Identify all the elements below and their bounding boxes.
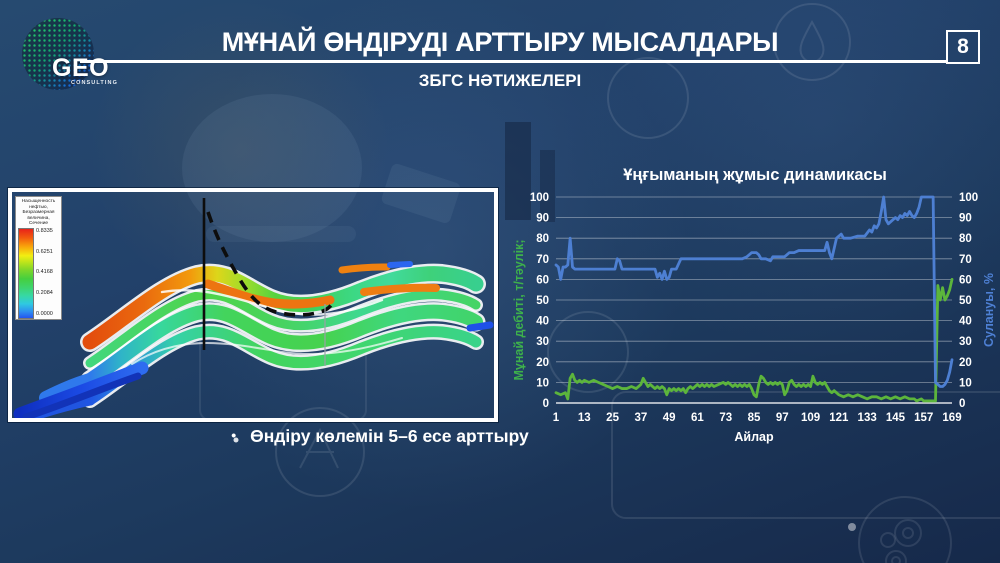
svg-text:90: 90 <box>959 213 972 225</box>
svg-text:40: 40 <box>536 316 549 328</box>
geomodel-oil-patch <box>203 279 335 309</box>
svg-text:157: 157 <box>914 412 933 424</box>
svg-text:80: 80 <box>959 233 972 245</box>
svg-text:37: 37 <box>634 412 647 424</box>
legend-value: 0.4168 <box>36 269 53 276</box>
svg-text:100: 100 <box>530 192 549 204</box>
y-axis-title-right: Сулануы, % <box>982 273 996 348</box>
header-divider <box>80 60 948 63</box>
svg-text:90: 90 <box>536 213 549 225</box>
svg-text:50: 50 <box>536 295 549 307</box>
legend-colorbar <box>18 227 34 319</box>
logo-subtext: CONSULTING <box>71 80 118 86</box>
svg-text:0: 0 <box>959 398 965 410</box>
svg-text:61: 61 <box>691 412 704 424</box>
svg-text:1: 1 <box>553 412 560 424</box>
svg-text:10: 10 <box>536 377 549 389</box>
svg-text:70: 70 <box>959 254 972 266</box>
legend-value: 0.0000 <box>36 310 53 317</box>
svg-text:0: 0 <box>543 398 549 410</box>
svg-text:40: 40 <box>959 316 972 328</box>
geo-consulting-logo: GEO CONSULTING <box>22 16 142 92</box>
svg-text:50: 50 <box>959 295 972 307</box>
page-subtitle: ЗБГС НӘТИЖЕЛЕРІ <box>418 71 582 90</box>
svg-text:169: 169 <box>942 412 961 424</box>
svg-text:60: 60 <box>536 274 549 286</box>
legend-value: 0.6251 <box>36 248 53 255</box>
legend-value: 0.8335 <box>36 227 53 234</box>
logo-text: GEO <box>52 54 110 82</box>
svg-text:145: 145 <box>886 412 906 424</box>
gears-icon <box>858 496 952 563</box>
legend-title-line: Сечение <box>28 221 49 227</box>
svg-text:30: 30 <box>959 336 972 348</box>
bullet-text: Өндіру көлемін 5–6 есе арттыру <box>250 426 529 446</box>
y-axis-title-left: Мұнай дебиті, т/тәулік; <box>512 239 526 381</box>
svg-text:30: 30 <box>536 336 549 348</box>
page-number: 8 <box>946 30 980 64</box>
sidetrack-well-dashed-line <box>206 211 335 317</box>
svg-text:60: 60 <box>959 274 972 286</box>
page-title: МҰНАЙ ӨНДІРУДІ АРТТЫРУ МЫСАЛДАРЫ <box>221 27 779 57</box>
bullet-item: • Өндіру көлемін 5–6 есе арттыру <box>160 426 600 447</box>
legend-title-line: нефтью, <box>29 204 48 210</box>
well-dynamics-chart: Ұңғыманың жұмыс динамикасы Мұнай дебиті,… <box>512 166 998 455</box>
chart-title: Ұңғыманың жұмыс динамикасы <box>623 166 887 184</box>
svg-text:Айлар: Айлар <box>734 430 774 444</box>
svg-text:10: 10 <box>959 377 972 389</box>
legend-title-line: Насыщенность <box>21 199 56 204</box>
svg-text:13: 13 <box>578 412 591 424</box>
geomodel-band-blue <box>13 361 149 421</box>
svg-text:20: 20 <box>536 357 549 369</box>
svg-text:100: 100 <box>959 192 978 204</box>
geomodel-legend: Насыщенность нефтью, Безразмерная величи… <box>15 196 62 320</box>
geomodel-cross-section <box>13 198 494 421</box>
legend-title-line: Безразмерная <box>22 210 55 216</box>
svg-text:70: 70 <box>536 254 549 266</box>
svg-text:97: 97 <box>776 412 789 424</box>
legend-value: 0.2084 <box>36 290 53 297</box>
svg-text:20: 20 <box>959 357 972 369</box>
geomodel-panel: Насыщенность нефтью, Безразмерная величи… <box>7 187 499 423</box>
bullet-dot: • <box>231 427 237 443</box>
svg-text:49: 49 <box>663 412 676 424</box>
svg-text:80: 80 <box>536 233 549 245</box>
svg-text:73: 73 <box>719 412 732 424</box>
svg-text:85: 85 <box>748 412 761 424</box>
chart-plot: 0 0 10 10 20 20 30 30 40 40 50 50 60 60 70 70 80 80 90 90 10… <box>530 192 978 444</box>
svg-text:121: 121 <box>829 412 849 424</box>
globe-icon <box>22 18 94 90</box>
legend-title-line: величина, <box>27 215 50 221</box>
svg-text:25: 25 <box>606 412 619 424</box>
svg-text:133: 133 <box>858 412 877 424</box>
svg-text:109: 109 <box>801 412 820 424</box>
